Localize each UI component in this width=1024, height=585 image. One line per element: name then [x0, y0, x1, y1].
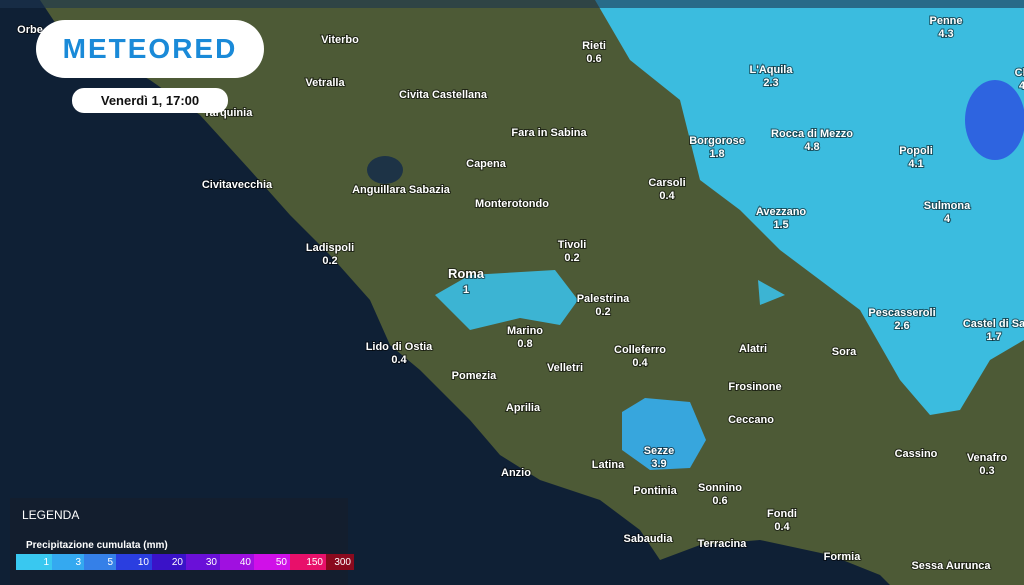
place-name: Anguillara Sabazia: [352, 184, 451, 196]
place-name: Palestrina: [577, 293, 630, 305]
place-value: 1: [463, 284, 469, 296]
place-value: 0.4: [774, 521, 790, 533]
legend-subtitle: Precipitazione cumulata (mm): [26, 540, 168, 551]
place-name: Sulmona: [924, 200, 971, 212]
place-name: Venafro: [967, 452, 1008, 464]
legend-swatch: 150: [290, 554, 326, 570]
place-value: 0.8: [517, 338, 532, 350]
legend-swatch: 30: [186, 554, 220, 570]
place-value: 3.9: [651, 458, 666, 470]
place-name: Pomezia: [452, 370, 498, 382]
place-value: 2.6: [894, 320, 909, 332]
logo: METEORED: [36, 20, 264, 78]
place-name: Civita Castellana: [399, 89, 488, 101]
place-value: 0.3: [979, 465, 994, 477]
legend-swatch: 10: [116, 554, 152, 570]
place-name: Fondi: [767, 508, 797, 520]
place-name: Roma: [448, 266, 485, 281]
place-name: Marino: [507, 325, 543, 337]
place-value: 0.2: [564, 252, 579, 264]
place-name: Tivoli: [558, 239, 587, 251]
place-name: Sora: [832, 346, 857, 358]
legend-scale: 1 3 5 10 20 30 40 50 150 300: [16, 554, 354, 570]
place-name: Avezzano: [756, 206, 807, 218]
place-value: 0.2: [595, 306, 610, 318]
legend-swatch: 3: [52, 554, 84, 570]
rain-area: [622, 398, 706, 470]
place-value: 2.3: [763, 77, 778, 89]
place-name: Carsoli: [648, 177, 685, 189]
place-name: Colleferro: [614, 344, 666, 356]
place-name: Rieti: [582, 40, 606, 52]
place-name: Ceccano: [728, 414, 774, 426]
legend-swatch: 300: [326, 554, 354, 570]
place-value: 1.5: [773, 219, 788, 231]
place-name: Rocca di Mezzo: [771, 128, 853, 140]
place-name: Penne: [929, 15, 962, 27]
place-value: 4.1: [908, 158, 923, 170]
place-name: Castel di Sa: [963, 318, 1024, 330]
top-bar: [0, 0, 1024, 8]
place-name: Civitavecchia: [202, 179, 273, 191]
place-name: Alatri: [739, 343, 767, 355]
place-name: Capena: [466, 158, 507, 170]
place-name: Sonnino: [698, 482, 742, 494]
place-name: L'Aquila: [750, 64, 794, 76]
rain-area: [595, 0, 1024, 415]
place-name: Sessa Aurunca: [911, 560, 991, 572]
legend-swatch: 1: [16, 554, 52, 570]
place-value: 1.7: [986, 331, 1001, 343]
legend-swatch: 20: [152, 554, 186, 570]
place-name: Cassino: [895, 448, 938, 460]
sea: [0, 0, 890, 585]
lake: [367, 156, 403, 184]
legend-swatch: 50: [254, 554, 290, 570]
rain-core: [965, 80, 1024, 160]
date: Venerdì 1, 17:00: [72, 88, 228, 113]
place-name: Sabaudia: [624, 533, 674, 545]
place-value: 0.2: [322, 255, 337, 267]
rain-area: [758, 280, 785, 305]
place-value: 1.8: [709, 148, 724, 160]
place-name: Monterotondo: [475, 198, 549, 210]
place-name: Fara in Sabina: [511, 127, 587, 139]
place-name: Frosinone: [728, 381, 781, 393]
place-name: Latina: [592, 459, 625, 471]
place-value: 4: [944, 213, 951, 225]
place-name: Sezze: [644, 445, 675, 457]
place-name: Ladispoli: [306, 242, 354, 254]
place-name: Popoli: [899, 145, 933, 157]
place-name: Ch: [1015, 67, 1024, 79]
place-value: 0.6: [586, 53, 601, 65]
place-name: Orbe: [17, 24, 43, 36]
place-name: Pescasseroli: [868, 307, 935, 319]
place-name: Vetralla: [305, 77, 345, 89]
place-name: Viterbo: [321, 34, 359, 46]
place-value: 4.3: [938, 28, 953, 40]
place-value: 0.6: [712, 495, 727, 507]
place-name: Aprilia: [506, 402, 541, 414]
place-value: 0.4: [632, 357, 648, 369]
place-name: Terracina: [698, 538, 748, 550]
rain-area: [435, 270, 578, 330]
legend-swatch: 5: [84, 554, 116, 570]
place-name: Borgorose: [689, 135, 745, 147]
place-name: Pontinia: [633, 485, 677, 497]
place-value: 0.4: [659, 190, 675, 202]
place-name: Velletri: [547, 362, 583, 374]
place-value: 4.8: [804, 141, 819, 153]
place-value: 0.4: [391, 354, 407, 366]
place-value: 4: [1019, 80, 1024, 92]
legend-swatch: 40: [220, 554, 254, 570]
legend-title: LEGENDA: [22, 508, 80, 522]
place-name: Anzio: [501, 467, 531, 479]
place-name: Formia: [824, 551, 862, 563]
place-name: Lido di Ostia: [366, 341, 433, 353]
